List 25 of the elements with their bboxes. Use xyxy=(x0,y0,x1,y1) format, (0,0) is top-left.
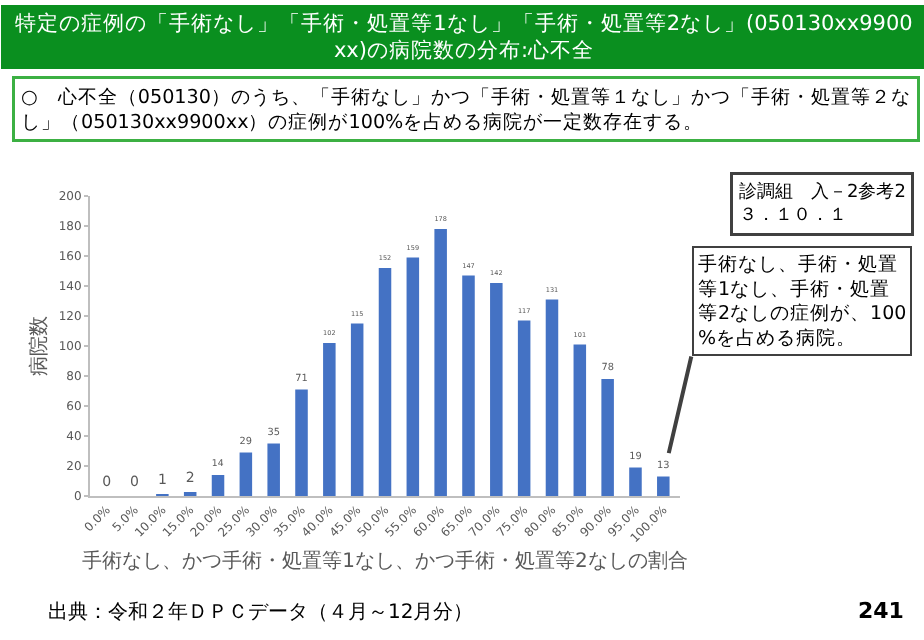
bar xyxy=(378,268,392,496)
bar xyxy=(573,344,587,496)
bar xyxy=(517,320,531,496)
source-note: 出典：令和２年ＤＰＣデータ（４月～12月分） xyxy=(48,600,474,624)
bar xyxy=(601,379,614,496)
bar xyxy=(629,467,642,496)
bar xyxy=(490,283,503,496)
bar xyxy=(267,443,280,496)
bar xyxy=(295,389,308,496)
bar xyxy=(462,275,475,496)
chart-title: 特定の症例の「手術なし」「手術・処置等1なし」「手術・処置等2なし」(050130xx9900xx)の病院数の分布:心不全 xyxy=(15,10,913,64)
bar xyxy=(657,476,670,496)
bar xyxy=(323,343,336,496)
x-axis-title: 手術なし、かつ手術・処置等1なし、かつ手術・処置等2なしの割合 xyxy=(82,548,688,573)
bar xyxy=(406,257,420,496)
text: 診調組 入－2参考2 ３．１０．１ xyxy=(739,181,906,227)
bar xyxy=(239,452,253,496)
bar xyxy=(350,323,364,496)
bar xyxy=(211,475,225,496)
text: 241 xyxy=(858,598,904,624)
annotation: 手術なし、手術・処置等1なし、手術・処置等2なしの症例が、100%を占める病院。 xyxy=(698,252,907,351)
bar xyxy=(545,299,559,496)
text: ○ 心不全（050130）のうち、「手術なし」かつ「手術・処置等１なし」かつ「手術・処置等２なし」（050130xx9900xx）の症例が100%を占める病院が一定数存在する。 xyxy=(21,85,911,134)
bar xyxy=(434,229,447,496)
y-axis-title: 病院数 xyxy=(26,316,51,376)
